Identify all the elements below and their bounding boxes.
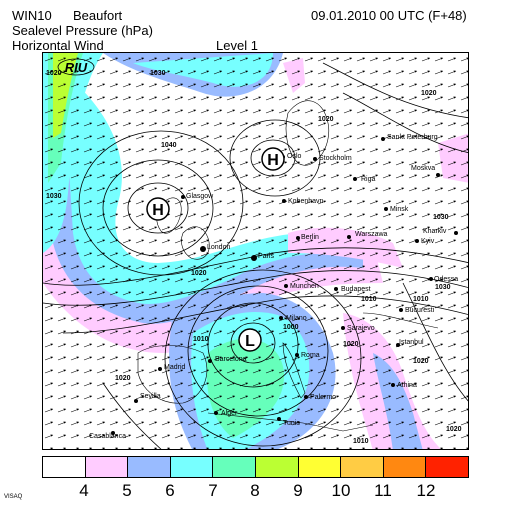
isobar-label: 1010: [193, 336, 209, 343]
city-label: Minsk: [390, 206, 409, 213]
city-label: Sevilla: [140, 393, 161, 400]
legend-swatch: [170, 457, 214, 477]
city-label: Munchen: [290, 283, 319, 290]
legend-swatch: [85, 457, 129, 477]
isobar-label: 1030: [433, 214, 449, 221]
isobar-label: 1010: [353, 438, 369, 445]
isobar-label: 1020: [115, 375, 131, 382]
logo-text: RIU: [65, 60, 88, 75]
legend-swatch: [298, 457, 342, 477]
legend-swatch: [426, 457, 468, 477]
city-label: Warszawa: [355, 231, 388, 238]
legend-label: 5: [122, 481, 132, 500]
city-label: Athina: [397, 382, 417, 389]
isobar-label: 1010: [361, 296, 377, 303]
isobar-label: 1020: [446, 426, 462, 433]
city-label: Oslo: [287, 153, 302, 160]
city-label: Kharkiv: [423, 228, 447, 235]
model-name: WIN10: [12, 8, 52, 23]
isobar-label: 1020: [343, 341, 359, 348]
city-label: Budapest: [341, 286, 371, 293]
legend-swatch: [341, 457, 384, 477]
city-label: Sarajevo: [347, 325, 375, 332]
city-label: Bucuresti: [405, 307, 435, 314]
city-label: Berlin: [301, 234, 319, 241]
wind-pressure-map: 1020 1030 1040 1030 1020 1020 1030 1020 …: [43, 53, 468, 449]
legend-label: 6: [165, 481, 175, 500]
isobar-label: 1030: [150, 70, 166, 77]
riu-logo: RIU: [57, 58, 95, 76]
level-label: Level 1: [216, 38, 258, 53]
city-label: Stockholm: [319, 155, 352, 162]
isobar-label: 1020: [318, 116, 334, 123]
city-label: Milano: [286, 315, 307, 322]
city-label: Istanbul: [399, 339, 424, 346]
legend-label: 7: [208, 481, 218, 500]
isobar-label: 1020: [421, 90, 437, 97]
wind-scale-name: Beaufort: [73, 8, 123, 23]
pressure-label: H: [152, 202, 164, 219]
isobar-label: 1020: [46, 70, 62, 77]
legend-swatch: [383, 457, 427, 477]
city-label: Riga: [361, 176, 376, 183]
legend-label: 8: [250, 481, 260, 500]
city-label: Madrid: [164, 364, 186, 371]
legend-label: 12: [416, 481, 436, 500]
field-pressure: Sealevel Pressure (hPa): [12, 23, 153, 38]
legend-swatch: [255, 457, 299, 477]
isobar-label: 1010: [413, 296, 429, 303]
legend-swatch: [213, 457, 256, 477]
footer-credit: VISAQ: [4, 494, 23, 500]
isobar-label: 1030: [46, 193, 62, 200]
legend-label: 9: [293, 481, 303, 500]
isobar-label: 1000: [283, 324, 299, 331]
city-label: Glasgow: [186, 193, 214, 200]
city-label: Sankt Peterburg: [387, 134, 438, 141]
high-pressure-center: H: [146, 197, 170, 221]
legend-label: 4: [79, 481, 89, 500]
pressure-label: H: [267, 152, 279, 169]
wind-arrow-field: [43, 53, 468, 449]
valid-time: 09.01.2010 00 UTC (F+48): [311, 8, 467, 23]
isobar-label: 1040: [161, 142, 177, 149]
city-label: Casablanca: [89, 433, 126, 440]
high-pressure-center: H: [261, 147, 285, 171]
legend-swatch: [43, 457, 86, 477]
cities: Glasgow London Paris Kobenhavn Oslo Stoc…: [89, 134, 458, 440]
city-label: Alger: [221, 410, 238, 417]
wind-speed-legend: [42, 456, 469, 478]
weather-map: 1020 1030 1040 1030 1020 1020 1030 1020 …: [42, 52, 469, 450]
field-wind: Horizontal Wind: [12, 38, 104, 53]
low-pressure-center: L: [238, 328, 262, 352]
city-label: Barcelona: [215, 356, 247, 363]
isobar-label: 1020: [191, 270, 207, 277]
city-label: Odessa: [434, 276, 458, 283]
city-label: Moskva: [411, 165, 435, 172]
pressure-label: L: [245, 333, 255, 350]
legend-label: 11: [374, 481, 392, 500]
city-label: Kobenhavn: [288, 198, 324, 205]
legend-swatch: [128, 457, 171, 477]
city-label: Paris: [258, 253, 274, 260]
city-label: Kyiv: [421, 238, 435, 245]
city-label: London: [207, 244, 230, 251]
isobar-label: 1030: [435, 284, 451, 291]
legend-label: 10: [331, 481, 351, 500]
city-label: Tunis: [283, 420, 300, 427]
city-label: Roma: [301, 352, 320, 359]
isobar-label: 1020: [413, 358, 429, 365]
city-label: Palermo: [310, 394, 336, 401]
